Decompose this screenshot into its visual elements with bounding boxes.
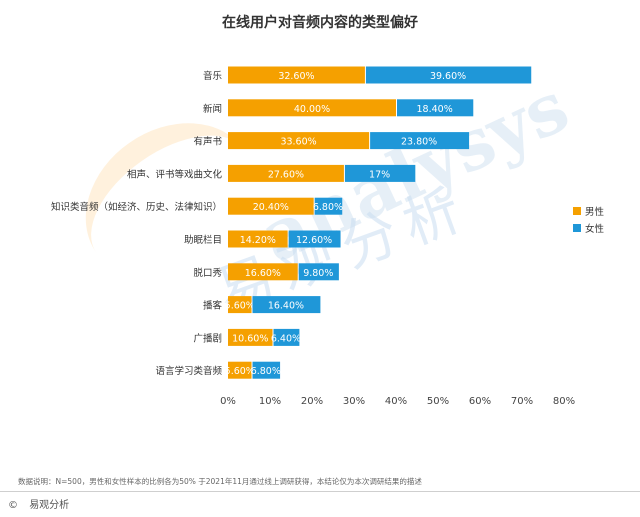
bar-segment-female	[397, 99, 474, 117]
category-label: 播客	[203, 300, 223, 312]
data-label: 12.60%	[296, 235, 332, 246]
x-tick-label: 80%	[553, 396, 575, 407]
bar-segment-male	[228, 361, 252, 379]
x-tick-label: 10%	[259, 396, 281, 407]
data-label: 33.60%	[280, 137, 316, 148]
bar-segment-female	[252, 361, 281, 379]
footnote: 数据说明：N=500，男性和女性样本的比例各为50% 于2021年11月通过线上…	[18, 477, 422, 486]
category-label: 新闻	[203, 103, 222, 115]
chart-title: 在线用户对音频内容的类型偏好	[222, 15, 418, 31]
x-tick-label: 30%	[343, 396, 365, 407]
data-label: 6.40%	[271, 333, 301, 344]
category-label: 广播剧	[193, 332, 222, 344]
data-label: 40.00%	[294, 104, 330, 115]
bar-segment-male	[228, 99, 396, 117]
bar-segment-female	[288, 230, 341, 248]
data-label: 39.60%	[430, 71, 466, 82]
bar-segment-male	[228, 296, 252, 314]
data-label: 14.20%	[240, 235, 276, 246]
x-tick-label: 0%	[220, 396, 236, 407]
data-label: 17%	[369, 169, 390, 180]
bar-segment-female	[252, 296, 321, 314]
bar-chart: 音乐 32.60% 39.60% 新闻 40.00% 18.40% 有声书 33.60% 23.…	[51, 66, 605, 407]
data-label: 10.60%	[232, 333, 268, 344]
x-tick-label: 40%	[385, 396, 407, 407]
data-label: 16.40%	[268, 301, 304, 312]
category-label: 有声书	[193, 136, 222, 148]
data-label: 27.60%	[268, 169, 304, 180]
data-label: 20.40%	[253, 202, 289, 213]
bar-segment-male	[228, 230, 288, 248]
bar-segment-female	[365, 66, 532, 84]
bar-segment-male	[228, 263, 298, 281]
category-label: 助眠栏目	[184, 234, 222, 246]
data-label: 16.60%	[245, 268, 281, 279]
x-tick-label: 50%	[427, 396, 449, 407]
bar-segment-male	[228, 164, 344, 182]
bar-segment-male	[228, 66, 365, 84]
category-label: 音乐	[203, 70, 223, 82]
bar-segment-female	[273, 328, 300, 346]
legend-swatch	[573, 207, 581, 215]
category-label: 语言学习类音频	[155, 365, 222, 377]
brand-footer: © 易观分析	[8, 496, 69, 511]
legend-label: 女性	[585, 223, 605, 235]
data-label: 9.80%	[303, 268, 333, 279]
legend-swatch	[573, 224, 581, 232]
category-label: 知识类音频（如经济、历史、法律知识）	[51, 201, 222, 213]
data-label: 6.80%	[251, 366, 281, 377]
bottom-divider	[0, 491, 640, 492]
bar-segment-male	[228, 328, 273, 346]
copyright-icon: ©	[8, 500, 18, 511]
data-label: 23.80%	[401, 137, 437, 148]
x-tick-label: 70%	[511, 396, 533, 407]
data-label: 32.60%	[278, 71, 314, 82]
bar-segment-female	[370, 132, 470, 150]
bar-segment-male	[228, 132, 370, 150]
x-tick-label: 20%	[301, 396, 323, 407]
data-label: 6.80%	[313, 202, 343, 213]
bar-segment-female	[298, 263, 339, 281]
data-label: 5.60%	[225, 366, 255, 377]
category-label: 脱口秀	[193, 267, 222, 279]
data-label: 5.60%	[225, 301, 255, 312]
brand-name: 易观分析	[29, 500, 70, 511]
legend-label: 男性	[585, 206, 605, 218]
bar-segment-female	[344, 164, 416, 182]
bar-segment-male	[228, 197, 314, 215]
x-tick-label: 60%	[469, 396, 491, 407]
bar-segment-female	[314, 197, 343, 215]
data-label: 18.40%	[417, 104, 453, 115]
category-label: 相声、评书等戏曲文化	[127, 168, 223, 180]
